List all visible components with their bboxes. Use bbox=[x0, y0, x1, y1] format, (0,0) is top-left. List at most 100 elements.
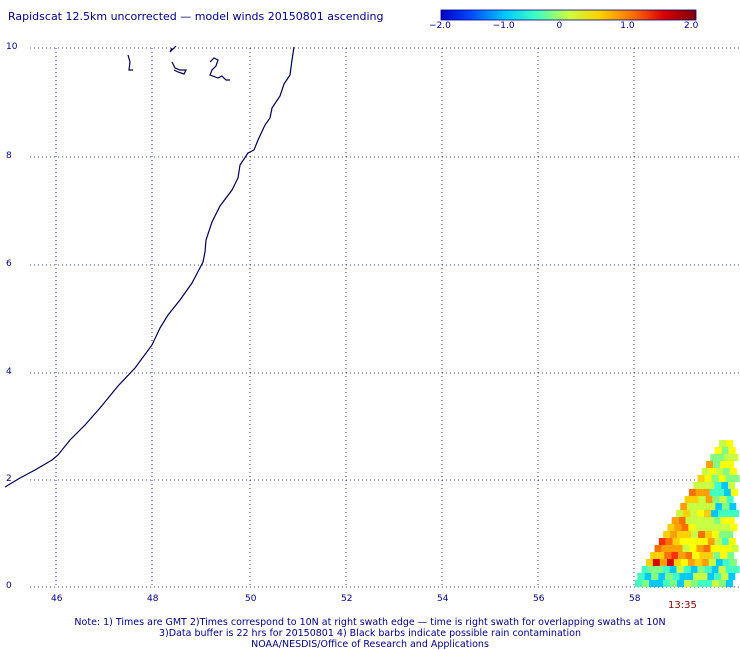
wind-cell bbox=[724, 454, 732, 461]
wind-cell bbox=[670, 580, 677, 587]
wind-cell bbox=[726, 531, 734, 538]
wind-cell bbox=[654, 545, 662, 552]
wind-cell bbox=[676, 510, 683, 517]
wind-cell bbox=[701, 468, 709, 475]
wind-cell bbox=[697, 566, 705, 573]
wind-cell bbox=[714, 482, 722, 489]
wind-cell bbox=[722, 559, 730, 566]
wind-cell bbox=[657, 552, 665, 559]
wind-cell bbox=[708, 559, 716, 566]
wind-cell bbox=[704, 510, 711, 517]
wind-cell bbox=[692, 552, 700, 559]
wind-cell bbox=[686, 538, 694, 545]
wind-cell bbox=[728, 482, 736, 489]
wind-cell bbox=[635, 580, 642, 587]
wind-cell bbox=[689, 545, 697, 552]
wind-cell bbox=[709, 489, 717, 496]
wind-cell bbox=[721, 482, 729, 489]
wind-cell bbox=[686, 573, 694, 580]
wind-cell bbox=[712, 531, 720, 538]
wind-cell bbox=[728, 447, 736, 454]
wind-cell bbox=[722, 503, 730, 510]
wind-cell bbox=[719, 440, 726, 447]
wind-cell bbox=[729, 503, 737, 510]
wind-cell bbox=[710, 454, 718, 461]
wind-cell bbox=[663, 580, 670, 587]
wind-cell bbox=[714, 447, 722, 454]
wind-cell bbox=[665, 573, 673, 580]
wind-cell bbox=[721, 447, 729, 454]
wind-cell bbox=[698, 580, 705, 587]
wind-cell bbox=[713, 552, 721, 559]
wind-cell bbox=[705, 580, 712, 587]
wind-cell bbox=[671, 517, 679, 524]
wind-cell bbox=[703, 545, 711, 552]
wind-cell bbox=[682, 545, 690, 552]
wind-cell bbox=[648, 566, 656, 573]
latitude-label: 2 bbox=[6, 474, 12, 484]
wind-cell bbox=[664, 552, 672, 559]
wind-cell bbox=[718, 510, 725, 517]
wind-cell bbox=[655, 566, 663, 573]
colorbar-tick-label: −1.0 bbox=[492, 21, 515, 31]
wind-cell bbox=[697, 510, 704, 517]
latitude-label: 10 bbox=[6, 42, 18, 52]
wind-cell bbox=[673, 559, 681, 566]
wind-cell bbox=[681, 524, 689, 531]
wind-cell bbox=[716, 489, 724, 496]
wind-cell bbox=[728, 573, 736, 580]
wind-cell bbox=[669, 566, 677, 573]
wind-cell bbox=[672, 573, 680, 580]
wind-cell bbox=[691, 580, 698, 587]
longitude-label: 58 bbox=[629, 594, 641, 604]
wind-cell bbox=[724, 545, 732, 552]
wind-cell bbox=[637, 573, 645, 580]
wind-cell bbox=[718, 566, 726, 573]
wind-cell bbox=[726, 496, 734, 503]
wind-cell bbox=[649, 580, 656, 587]
wind-swath bbox=[635, 440, 740, 587]
wind-cell bbox=[714, 538, 722, 545]
wind-cell bbox=[670, 531, 678, 538]
wind-cell bbox=[715, 503, 723, 510]
wind-cell bbox=[674, 524, 682, 531]
wind-cell bbox=[708, 468, 716, 475]
colorbar-tick-label: −2.0 bbox=[429, 21, 451, 31]
wind-cell bbox=[704, 475, 712, 482]
wind-cell bbox=[721, 573, 729, 580]
longitude-label: 50 bbox=[245, 594, 257, 604]
wind-cell bbox=[671, 552, 679, 559]
wind-cell bbox=[706, 552, 714, 559]
colorbar-tick-label: 1.0 bbox=[620, 21, 635, 31]
wind-cell bbox=[707, 573, 715, 580]
wind-cell bbox=[701, 559, 709, 566]
wind-cell bbox=[678, 517, 686, 524]
wind-cell bbox=[695, 489, 703, 496]
wind-cell bbox=[705, 531, 713, 538]
wind-cell bbox=[659, 559, 667, 566]
wind-cell bbox=[722, 468, 730, 475]
wind-cell bbox=[704, 566, 712, 573]
wind-cell bbox=[685, 552, 693, 559]
wind-cell bbox=[690, 566, 698, 573]
wind-cell bbox=[711, 566, 719, 573]
wind-cell bbox=[701, 503, 709, 510]
wind-cell bbox=[726, 440, 733, 447]
wind-cell bbox=[711, 475, 719, 482]
wind-cell bbox=[715, 559, 723, 566]
wind-cell bbox=[672, 538, 680, 545]
wind-cell bbox=[708, 503, 716, 510]
wind-cell bbox=[693, 538, 701, 545]
wind-cell bbox=[731, 454, 739, 461]
wind-cell bbox=[729, 468, 737, 475]
longitude-label: 54 bbox=[437, 594, 449, 604]
wind-cell bbox=[706, 517, 714, 524]
wind-cell bbox=[693, 482, 701, 489]
wind-cell bbox=[656, 580, 663, 587]
wind-cell bbox=[725, 566, 733, 573]
wind-cell bbox=[658, 573, 666, 580]
wind-cell bbox=[727, 461, 735, 468]
longitude-label: 46 bbox=[51, 594, 63, 604]
wind-cell bbox=[729, 559, 737, 566]
wind-cell bbox=[706, 461, 714, 468]
